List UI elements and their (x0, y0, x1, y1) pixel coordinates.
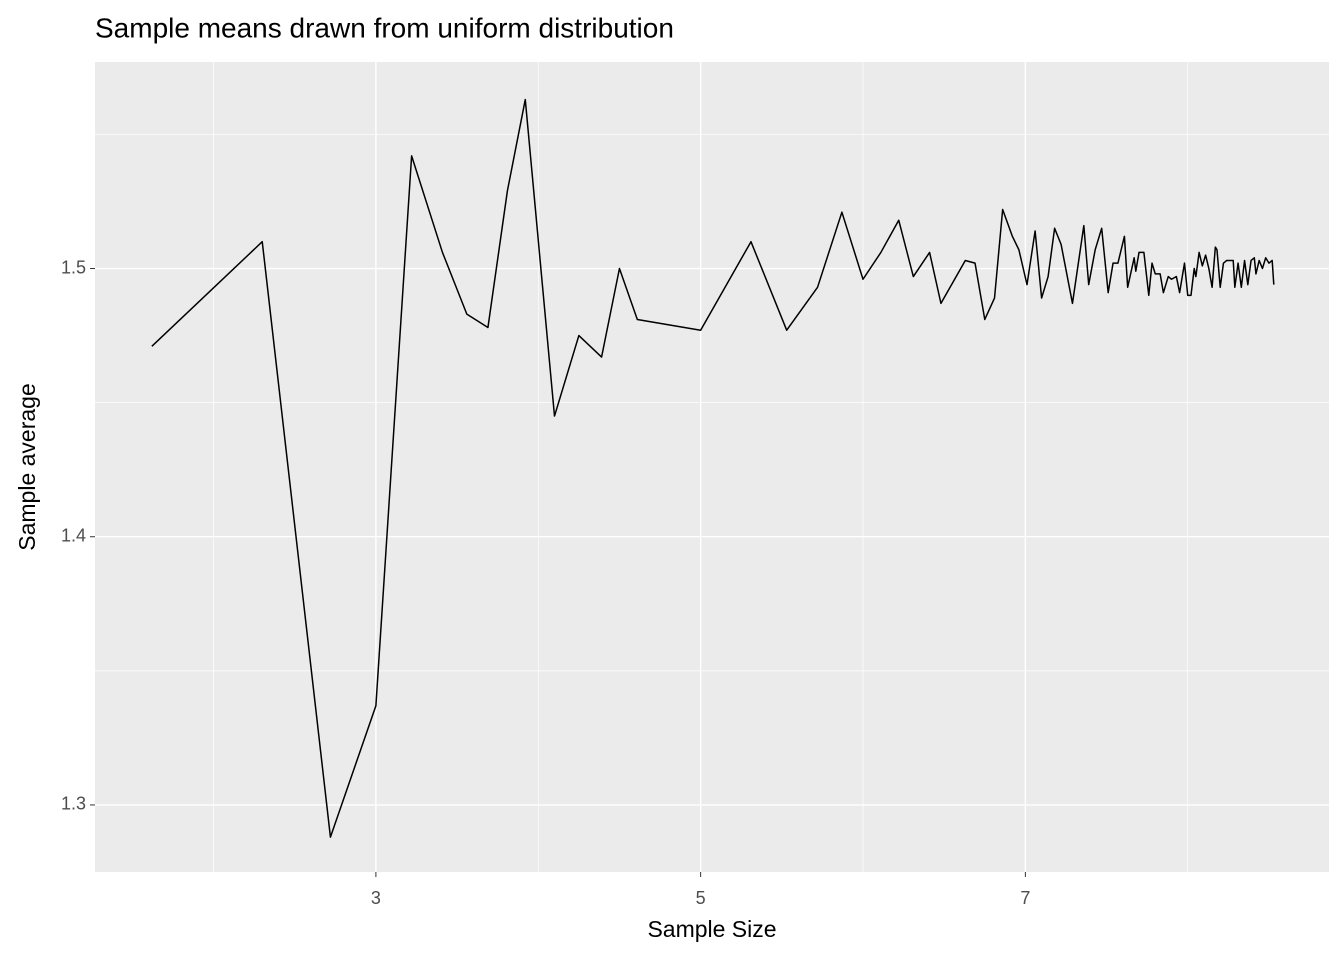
x-tick-label: 3 (371, 888, 381, 908)
x-tick-label: 7 (1020, 888, 1030, 908)
chart-title: Sample means drawn from uniform distribu… (95, 12, 674, 43)
x-tick-label: 5 (696, 888, 706, 908)
line (151, 98, 1275, 838)
plot-panel (95, 62, 1329, 872)
y-tick-label: 1.3 (61, 794, 86, 814)
x-axis-title: Sample Size (647, 916, 776, 942)
y-axis-title: Sample average (14, 383, 40, 551)
y-tick-label: 1.4 (61, 525, 86, 545)
y-tick-label: 1.5 (61, 257, 86, 277)
